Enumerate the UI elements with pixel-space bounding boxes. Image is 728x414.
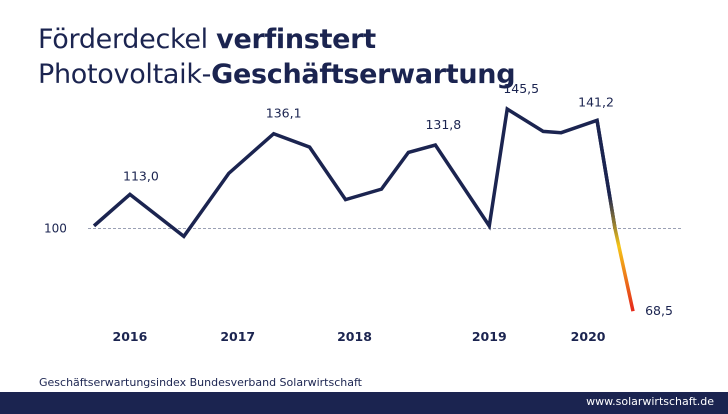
data-label: 145,5 (503, 81, 539, 96)
data-label: 136,1 (266, 106, 302, 121)
title-line-1-bold: verfinstert (216, 24, 376, 55)
data-label: 113,0 (123, 168, 159, 183)
title-line-1-regular: Förderdeckel (38, 24, 217, 55)
title-line-2-bold: Geschäftserwartung (211, 59, 516, 90)
x-tick-label: 2016 (113, 329, 148, 344)
x-tick-label: 2017 (220, 329, 255, 344)
x-tick-label: 2020 (571, 329, 606, 344)
title-line-1: Förderdeckel verfinstert (38, 22, 515, 57)
x-tick-label: 2019 (472, 329, 507, 344)
website-url[interactable]: www.solarwirtschaft.de (586, 395, 714, 408)
title-line-2: Photovoltaik-Geschäftserwartung (38, 57, 516, 92)
x-tick-label: 2018 (337, 329, 372, 344)
data-label: 131,8 (425, 117, 461, 132)
title-line-2-regular: Photovoltaik- (38, 59, 212, 90)
series-line-crash-segment (595, 120, 635, 312)
reference-label: 100 (44, 222, 67, 236)
chart-title: Förderdeckel verfinstert Photovoltaik-Ge… (38, 22, 516, 92)
data-label: 141,2 (578, 94, 614, 109)
source-note: Geschäftserwartungsindex Bundesverband S… (39, 376, 362, 389)
series-line (92, 106, 617, 239)
data-label: 68,5 (645, 303, 673, 318)
footer-bar: www.solarwirtschaft.de (0, 392, 728, 414)
